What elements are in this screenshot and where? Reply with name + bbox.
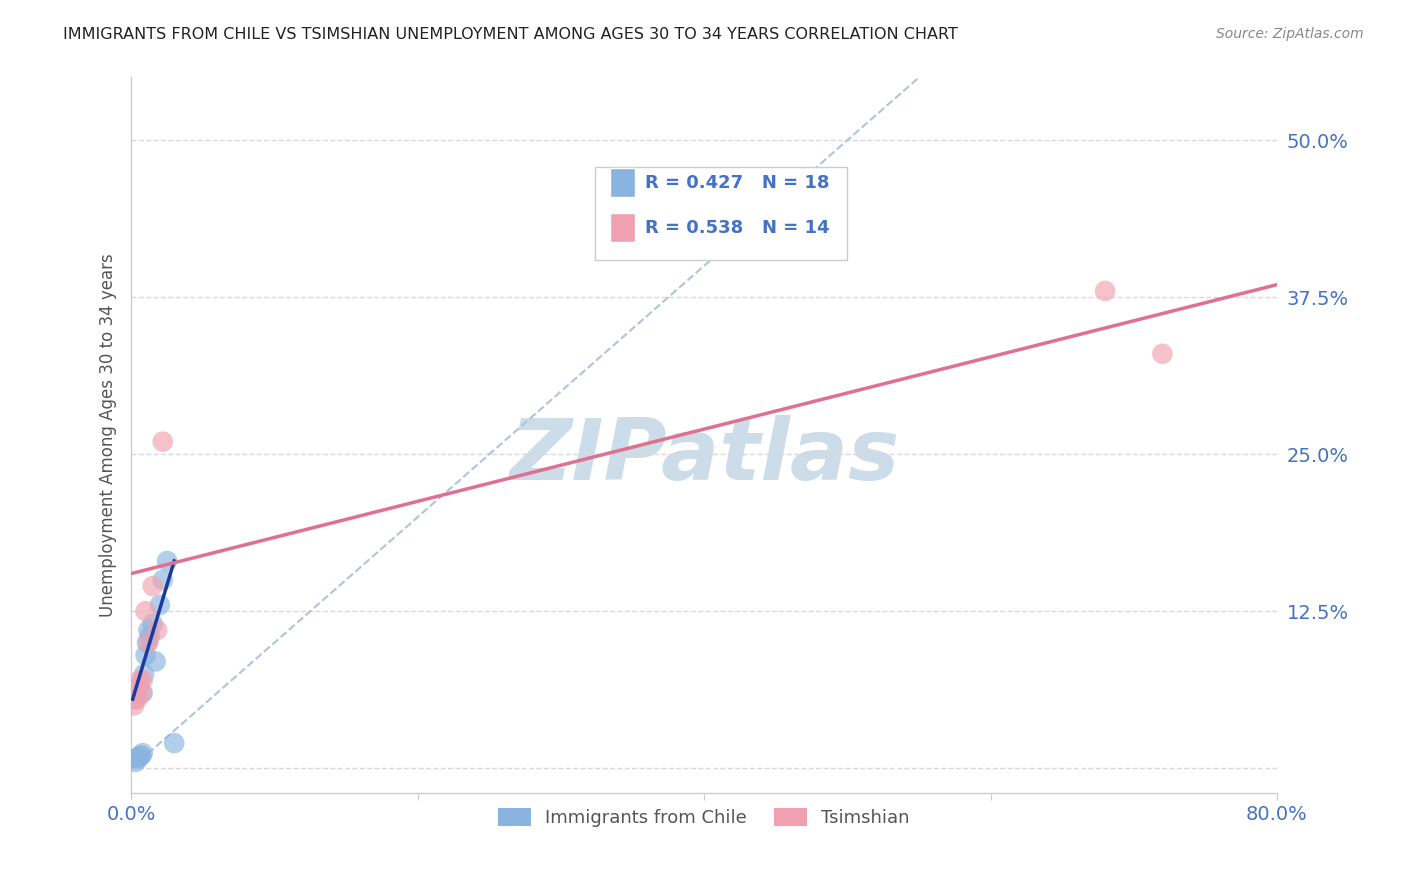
FancyBboxPatch shape [595,167,848,260]
Point [163,736,186,750]
Y-axis label: Unemployment Among Ages 30 to 34 years: Unemployment Among Ages 30 to 34 years [100,253,117,617]
Point [1094,284,1116,298]
Point [131,686,153,700]
Text: Source: ZipAtlas.com: Source: ZipAtlas.com [1216,27,1364,41]
Point [135,604,157,618]
Text: R = 0.538   N = 14: R = 0.538 N = 14 [644,219,830,236]
Point [142,616,165,631]
Bar [610,169,636,197]
Point [128,748,150,763]
Point [128,673,150,688]
Point [152,434,174,449]
Point [129,686,152,700]
Point [134,667,156,681]
Point [139,629,162,643]
Point [149,598,172,612]
Point [127,680,149,694]
Legend: Immigrants from Chile, Tsimshian: Immigrants from Chile, Tsimshian [491,801,917,834]
Point [145,655,167,669]
Point [125,692,148,706]
Point [156,554,179,568]
Point [135,648,157,663]
Point [122,698,145,713]
Point [131,746,153,760]
Point [131,673,153,688]
Point [152,573,174,587]
Text: ZIPatlas: ZIPatlas [509,416,900,499]
Point [124,692,146,706]
Point [146,623,169,637]
Text: R = 0.427   N = 18: R = 0.427 N = 18 [644,174,830,192]
Bar [610,213,636,242]
Point [129,748,152,763]
Point [127,751,149,765]
Point [124,755,146,769]
Text: IMMIGRANTS FROM CHILE VS TSIMSHIAN UNEMPLOYMENT AMONG AGES 30 TO 34 YEARS CORREL: IMMIGRANTS FROM CHILE VS TSIMSHIAN UNEMP… [63,27,957,42]
Point [1152,347,1174,361]
Point [136,635,159,649]
Point [142,579,165,593]
Point [125,751,148,765]
Point [138,623,160,637]
Point [138,635,160,649]
